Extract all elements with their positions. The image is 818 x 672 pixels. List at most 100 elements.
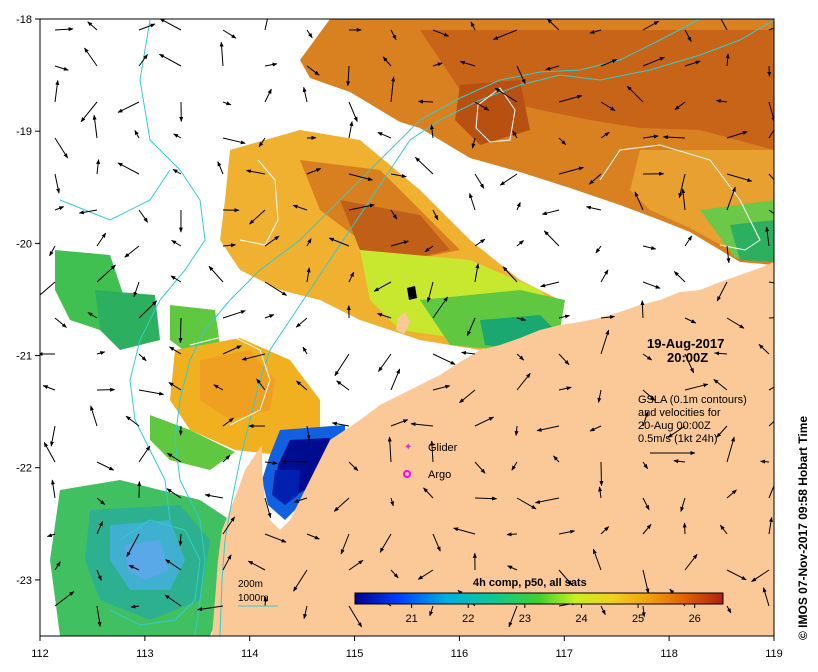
velocity-arrow <box>768 173 774 181</box>
velocity-arrow <box>306 425 311 441</box>
velocity-arrow <box>138 300 158 319</box>
velocity-arrow <box>346 65 351 87</box>
velocity-arrow <box>585 205 602 211</box>
velocity-arrow <box>768 128 774 139</box>
velocity-arrow <box>382 56 392 67</box>
velocity-arrow <box>249 209 266 225</box>
velocity-arrow <box>768 386 774 391</box>
velocity-arrow <box>96 569 102 581</box>
velocity-arrow <box>295 317 308 328</box>
velocity-arrow <box>417 569 434 580</box>
velocity-arrow <box>172 168 182 175</box>
velocity-arrow <box>600 101 616 112</box>
velocity-arrow <box>507 565 518 571</box>
velocity-arrow <box>348 203 375 211</box>
bathy-legend: 200m 1000m <box>238 579 278 607</box>
velocity-arrow <box>222 516 236 535</box>
velocity-arrow <box>173 133 182 139</box>
velocity-arrow <box>263 596 268 607</box>
velocity-arrow <box>390 368 401 391</box>
velocity-arrow <box>379 533 392 553</box>
velocity-arrow <box>124 245 140 258</box>
velocity-arrow <box>765 226 770 247</box>
velocity-arrow <box>166 488 182 499</box>
velocity-arrow <box>534 497 560 504</box>
velocity-arrow <box>78 209 98 215</box>
y-tick-label: -21 <box>16 351 32 363</box>
velocity-arrow <box>418 99 434 104</box>
velocity-arrow <box>138 23 156 31</box>
velocity-arrow <box>292 204 308 211</box>
velocity-arrow <box>213 384 224 391</box>
velocity-arrow <box>264 88 272 103</box>
velocity-arrow <box>640 300 645 319</box>
velocity-arrow <box>302 346 308 355</box>
velocity-arrow <box>600 269 609 283</box>
velocity-arrow <box>536 425 560 432</box>
velocity-arrow <box>264 497 272 519</box>
velocity-arrow <box>138 209 149 223</box>
velocity-arrow <box>306 533 320 540</box>
velocity-arrow <box>80 101 98 123</box>
velocity-arrow <box>768 420 774 427</box>
velocity-arrow <box>117 162 140 175</box>
velocity-arrow <box>558 314 570 319</box>
velocity-arrow <box>96 351 106 356</box>
velocity-arrow <box>90 405 98 427</box>
velocity-arrow <box>348 271 355 283</box>
velocity-arrow <box>432 296 449 319</box>
velocity-arrow <box>138 389 165 396</box>
colorbar-ticks: 21 22 23 24 25 26 <box>405 604 701 625</box>
velocity-arrow <box>453 527 476 535</box>
velocity-arrow <box>125 415 140 427</box>
velocity-arrow <box>760 459 770 464</box>
velocity-arrow <box>390 173 407 178</box>
y-axis: -18 -19 -20 -21 -22 -23 <box>16 14 40 587</box>
velocity-arrow <box>54 173 61 194</box>
velocity-arrow <box>726 569 747 581</box>
velocity-arrow <box>540 281 560 288</box>
velocity-arrow <box>54 65 69 71</box>
velocity-arrow <box>222 29 237 39</box>
glider-marker-icon: ✦ <box>404 442 412 453</box>
velocity-arrow <box>348 101 358 123</box>
velocity-arrow <box>423 487 434 499</box>
velocity-arrow <box>306 29 313 39</box>
velocity-arrow <box>726 605 732 614</box>
velocity-arrow <box>348 173 373 181</box>
velocity-arrow <box>684 60 701 67</box>
velocity-arrow <box>130 604 140 609</box>
velocity-arrow <box>296 380 308 391</box>
velocity-arrow <box>96 264 116 283</box>
velocity-arrow <box>545 65 560 71</box>
velocity-arrow <box>293 497 308 503</box>
x-tick-label: 115 <box>346 648 364 660</box>
colorbar-tick-label: 24 <box>575 613 587 625</box>
velocity-arrow <box>165 559 182 571</box>
velocity-arrow <box>390 29 397 41</box>
velocity-arrow <box>768 516 773 535</box>
velocity-arrow <box>726 436 735 463</box>
velocity-arrow <box>387 436 392 463</box>
velocity-arrow <box>642 56 665 67</box>
velocity-arrow <box>40 281 56 299</box>
velocity-arrow <box>474 238 486 247</box>
velocity-arrow <box>348 605 363 628</box>
velocity-arrow <box>600 526 610 535</box>
velocity-arrow <box>720 524 728 535</box>
velocity-arrow <box>222 137 246 145</box>
velocity-arrow <box>87 312 98 319</box>
velocity-arrow <box>474 496 498 501</box>
info-line: 0.5m/s (1kt 24h) <box>638 433 717 445</box>
velocity-arrow <box>558 386 572 391</box>
velocity-arrow <box>516 65 526 85</box>
velocity-arrow <box>558 353 570 366</box>
velocity-arrow <box>96 497 106 505</box>
x-tick-label: 118 <box>660 648 678 660</box>
y-tick-label: -22 <box>16 463 32 475</box>
velocity-arrow <box>768 27 774 31</box>
velocity-arrow <box>673 459 686 464</box>
velocity-arrow <box>432 62 443 67</box>
velocity-arrow <box>541 209 560 216</box>
